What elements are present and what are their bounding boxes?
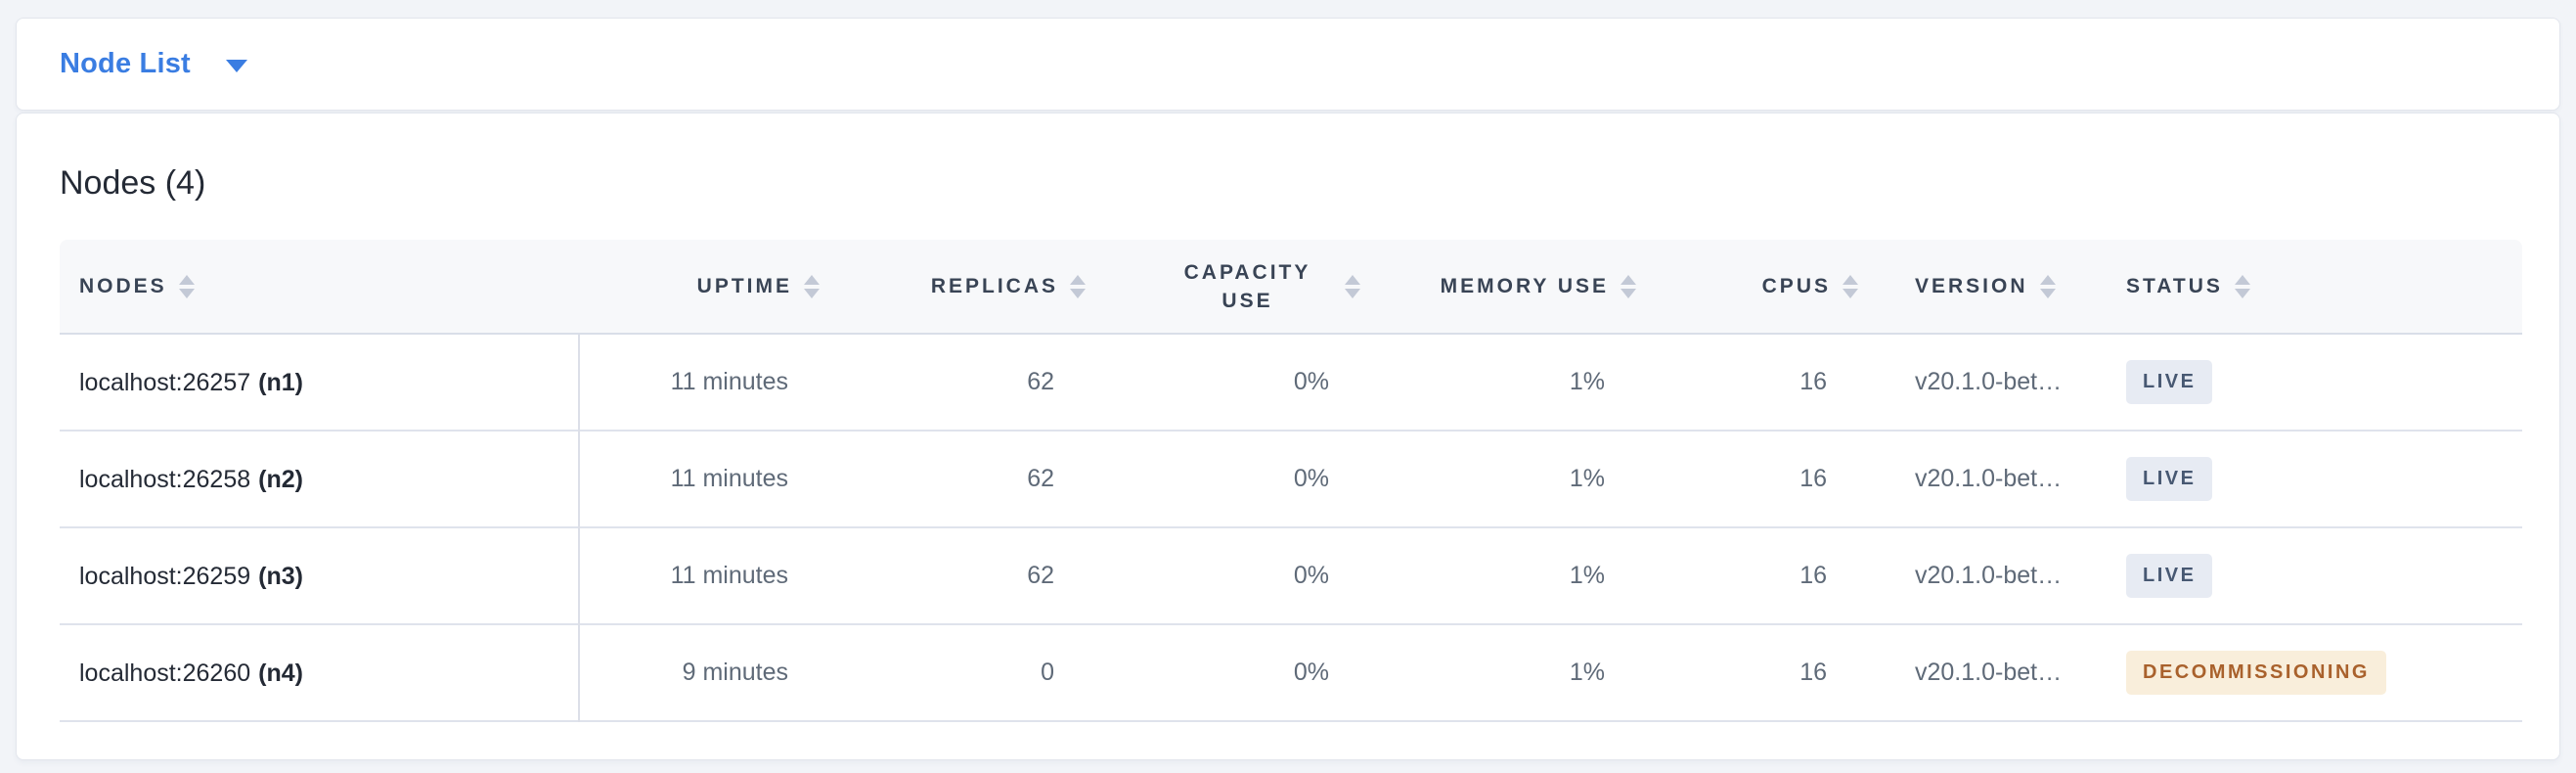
cpus-cell: 16 <box>1799 659 1827 686</box>
sort-arrows-icon <box>178 274 195 298</box>
node-id: (n3) <box>258 563 303 590</box>
node-id: (n4) <box>258 659 303 687</box>
status-badge: LIVE <box>2126 457 2213 501</box>
node-name-cell: localhost:26259 (n3) <box>60 528 580 625</box>
column-header-nodes[interactable]: NODES <box>60 240 580 333</box>
version-cell: v20.1.0-bet… <box>1915 465 2063 492</box>
table-row[interactable]: localhost:26260 (n4) 9 minutes 0 0% 1% 1… <box>60 625 2522 722</box>
node-address: localhost:26260 <box>79 659 251 687</box>
sort-arrows-icon <box>2039 274 2056 298</box>
status-cell: LIVE <box>2067 432 2522 526</box>
sort-arrows-icon <box>1843 274 1858 298</box>
node-name-cell: localhost:26257 (n1) <box>60 335 580 432</box>
version-cell: v20.1.0-bet… <box>1915 368 2063 395</box>
column-header-capacity-use[interactable]: CAPACITY USE <box>1086 240 1360 333</box>
sort-arrows-icon <box>804 274 820 298</box>
view-dropdown-label: Node List <box>60 48 191 79</box>
sort-arrows-icon <box>1345 274 1360 298</box>
capacity-use-cell: 0% <box>1293 562 1329 589</box>
capacity-use-cell: 0% <box>1293 659 1329 686</box>
node-id: (n2) <box>258 466 303 493</box>
table-header-row: NODES UPTIME REPLICAS CAPACITY USE MEMOR… <box>60 240 2522 335</box>
column-header-memory-use[interactable]: MEMORY USE <box>1360 240 1636 333</box>
cpus-cell: 16 <box>1799 562 1827 589</box>
capacity-use-cell: 0% <box>1293 465 1329 492</box>
replicas-cell: 62 <box>1027 562 1054 589</box>
node-address: localhost:26257 <box>79 369 251 396</box>
version-cell: v20.1.0-bet… <box>1915 659 2063 686</box>
cpus-cell: 16 <box>1799 465 1827 492</box>
capacity-use-cell: 0% <box>1293 368 1329 395</box>
status-badge: LIVE <box>2126 360 2213 404</box>
memory-use-cell: 1% <box>1569 368 1605 395</box>
column-header-uptime[interactable]: UPTIME <box>580 240 820 333</box>
cpus-cell: 16 <box>1799 368 1827 395</box>
column-header-cpus[interactable]: CPUS <box>1636 240 1858 333</box>
replicas-cell: 62 <box>1027 465 1054 492</box>
node-address: localhost:26259 <box>79 563 251 590</box>
uptime-cell: 11 minutes <box>670 465 788 492</box>
page-title: Nodes (4) <box>60 164 206 202</box>
node-id: (n1) <box>258 369 303 396</box>
uptime-cell: 9 minutes <box>682 659 788 686</box>
nodes-card: Nodes (4) NODES UPTIME REPLICAS CAPACITY… <box>16 113 2560 760</box>
node-name-cell: localhost:26258 (n2) <box>60 432 580 528</box>
nodes-table: NODES UPTIME REPLICAS CAPACITY USE MEMOR… <box>60 240 2522 722</box>
uptime-cell: 11 minutes <box>670 368 788 395</box>
column-header-status[interactable]: STATUS <box>2067 240 2522 333</box>
memory-use-cell: 1% <box>1569 659 1605 686</box>
column-header-version[interactable]: VERSION <box>1858 240 2067 333</box>
view-dropdown[interactable]: Node List <box>60 48 247 80</box>
memory-use-cell: 1% <box>1569 562 1605 589</box>
uptime-cell: 11 minutes <box>670 562 788 589</box>
status-cell: LIVE <box>2067 335 2522 430</box>
status-badge: DECOMMISSIONING <box>2126 651 2386 695</box>
memory-use-cell: 1% <box>1569 465 1605 492</box>
view-selector-bar: Node List <box>16 18 2560 111</box>
version-cell: v20.1.0-bet… <box>1915 562 2063 589</box>
status-cell: LIVE <box>2067 528 2522 623</box>
status-cell: DECOMMISSIONING <box>2067 625 2522 720</box>
node-address: localhost:26258 <box>79 466 251 493</box>
sort-arrows-icon <box>2234 274 2250 298</box>
replicas-cell: 62 <box>1027 368 1054 395</box>
table-body: localhost:26257 (n1) 11 minutes 62 0% 1%… <box>60 335 2522 722</box>
node-name-cell: localhost:26260 (n4) <box>60 625 580 722</box>
table-row[interactable]: localhost:26259 (n3) 11 minutes 62 0% 1%… <box>60 528 2522 625</box>
sort-arrows-icon <box>1070 274 1086 298</box>
sort-arrows-icon <box>1621 274 1636 298</box>
chevron-down-icon <box>225 60 247 72</box>
table-row[interactable]: localhost:26257 (n1) 11 minutes 62 0% 1%… <box>60 335 2522 432</box>
table-row[interactable]: localhost:26258 (n2) 11 minutes 62 0% 1%… <box>60 432 2522 528</box>
replicas-cell: 0 <box>1041 659 1054 686</box>
column-header-replicas[interactable]: REPLICAS <box>820 240 1086 333</box>
status-badge: LIVE <box>2126 554 2213 598</box>
